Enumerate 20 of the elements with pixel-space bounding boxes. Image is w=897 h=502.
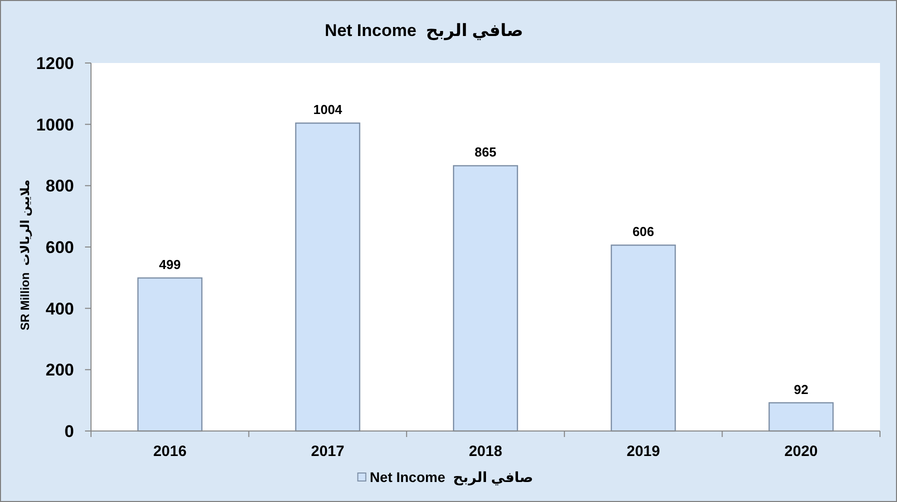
ytick: 200: [46, 360, 74, 380]
data-label: 865: [474, 144, 496, 160]
legend-label: Net Income صافي الربح: [370, 469, 534, 485]
data-label: 1004: [313, 102, 342, 118]
xtick: 2019: [626, 443, 660, 460]
title: Net Income صافي الربح: [324, 21, 524, 40]
ylabel: SR Million ملايين الريالات: [18, 180, 32, 330]
ytick: 1200: [36, 54, 74, 73]
xtick: 2020: [784, 443, 818, 460]
xtick: 2018: [468, 443, 502, 460]
data-label: 92: [794, 382, 808, 397]
ytick: 800: [46, 176, 74, 196]
xtick: 2016: [153, 443, 187, 460]
data-label: 606: [632, 224, 654, 240]
data-label: 499: [159, 256, 181, 272]
ytick: 400: [46, 299, 74, 318]
ytick: 1000: [36, 115, 74, 134]
ytick: 0: [64, 422, 74, 441]
xtick: 2017: [311, 443, 344, 460]
ytick: 600: [46, 238, 74, 257]
